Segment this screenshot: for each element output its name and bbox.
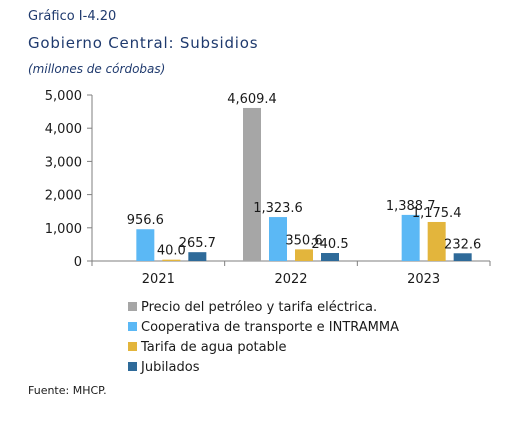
legend-label: Jubilados (140, 360, 200, 375)
legend-label: Cooperativa de transporte e INTRAMMA (141, 320, 399, 335)
legend-swatch (128, 322, 137, 331)
data-label: 232.6 (444, 237, 481, 252)
data-label: 40.0 (157, 244, 186, 259)
figure-label: Gráfico I-4.20 (28, 9, 117, 24)
bar (321, 253, 339, 261)
data-label: 1,388.7 (386, 199, 436, 214)
chart-subtitle: (millones de córdobas) (28, 62, 166, 76)
bar (162, 259, 181, 261)
bar (295, 249, 313, 261)
bar (453, 253, 472, 261)
data-label: 4,609.4 (227, 92, 277, 107)
bar (188, 252, 207, 261)
data-label: 1,323.6 (253, 201, 303, 216)
y-tick-label: 0 (74, 255, 82, 270)
data-label: 240.5 (311, 237, 348, 252)
y-tick-label: 5,000 (45, 89, 82, 104)
y-tick-label: 1,000 (45, 222, 82, 237)
y-tick-label: 4,000 (45, 122, 82, 137)
legend-swatch (128, 302, 137, 311)
bar (269, 217, 287, 261)
data-label: 1,175.4 (412, 206, 462, 221)
source-note: Fuente: MHCP. (28, 384, 107, 397)
legend-swatch (128, 342, 137, 351)
chart-title: Gobierno Central: Subsidios (28, 34, 259, 52)
data-label: 350.6 (285, 233, 322, 248)
y-tick-label: 2,000 (45, 189, 82, 204)
bar (427, 221, 446, 261)
legend-swatch (128, 362, 137, 371)
x-tick-label: 2021 (142, 272, 175, 287)
bar (136, 229, 155, 261)
legend-label: Precio del petróleo y tarifa eléctrica. (141, 300, 377, 315)
data-label: 956.6 (127, 213, 164, 228)
x-tick-label: 2022 (274, 272, 307, 287)
data-label: 265.7 (179, 236, 216, 251)
y-tick-label: 3,000 (45, 155, 82, 170)
x-tick-label: 2023 (407, 272, 440, 287)
bar (243, 107, 261, 261)
bar (401, 214, 420, 261)
legend-label: Tarifa de agua potable (140, 340, 286, 355)
